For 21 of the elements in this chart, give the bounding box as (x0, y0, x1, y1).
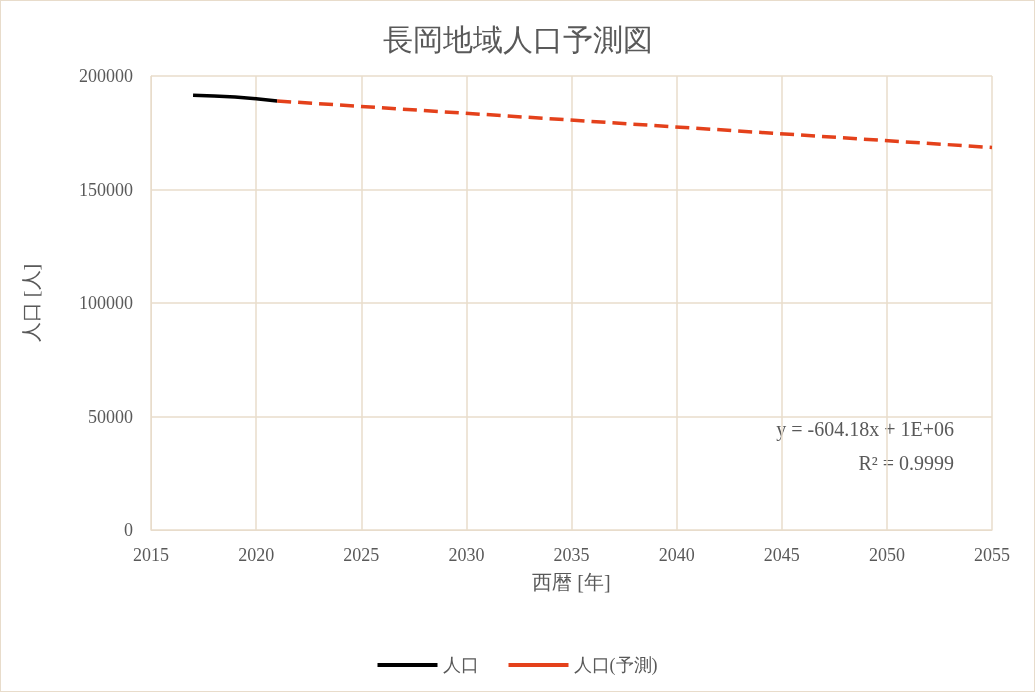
x-tick-label: 2055 (974, 545, 1010, 565)
legend-label: 人口(予測) (573, 655, 658, 676)
chart-title: 長岡地域人口予測図 (382, 22, 653, 56)
y-tick-label: 100000 (79, 293, 133, 313)
x-tick-label: 2015 (133, 545, 169, 565)
annotation: y = -604.18x + 1E+06 (776, 418, 954, 441)
x-tick-label: 2030 (448, 545, 485, 565)
x-axis-title: 西暦 [年] (532, 571, 611, 593)
y-axis-title: 人口 [人] (20, 263, 42, 343)
x-tick-label: 2035 (553, 545, 590, 565)
y-tick-label: 50000 (88, 406, 133, 427)
annotation: R² = 0.9999 (858, 452, 954, 474)
x-tick-label: 2045 (763, 545, 800, 565)
y-tick-label: 150000 (79, 179, 133, 200)
x-tick-label: 2050 (868, 545, 905, 565)
x-tick-label: 2025 (343, 545, 380, 565)
x-tick-label: 2040 (658, 545, 695, 565)
y-tick-label: 200000 (79, 66, 133, 86)
x-tick-label: 2020 (238, 545, 275, 565)
legend-label: 人口 (442, 655, 479, 675)
y-tick-label: 0 (124, 520, 133, 540)
